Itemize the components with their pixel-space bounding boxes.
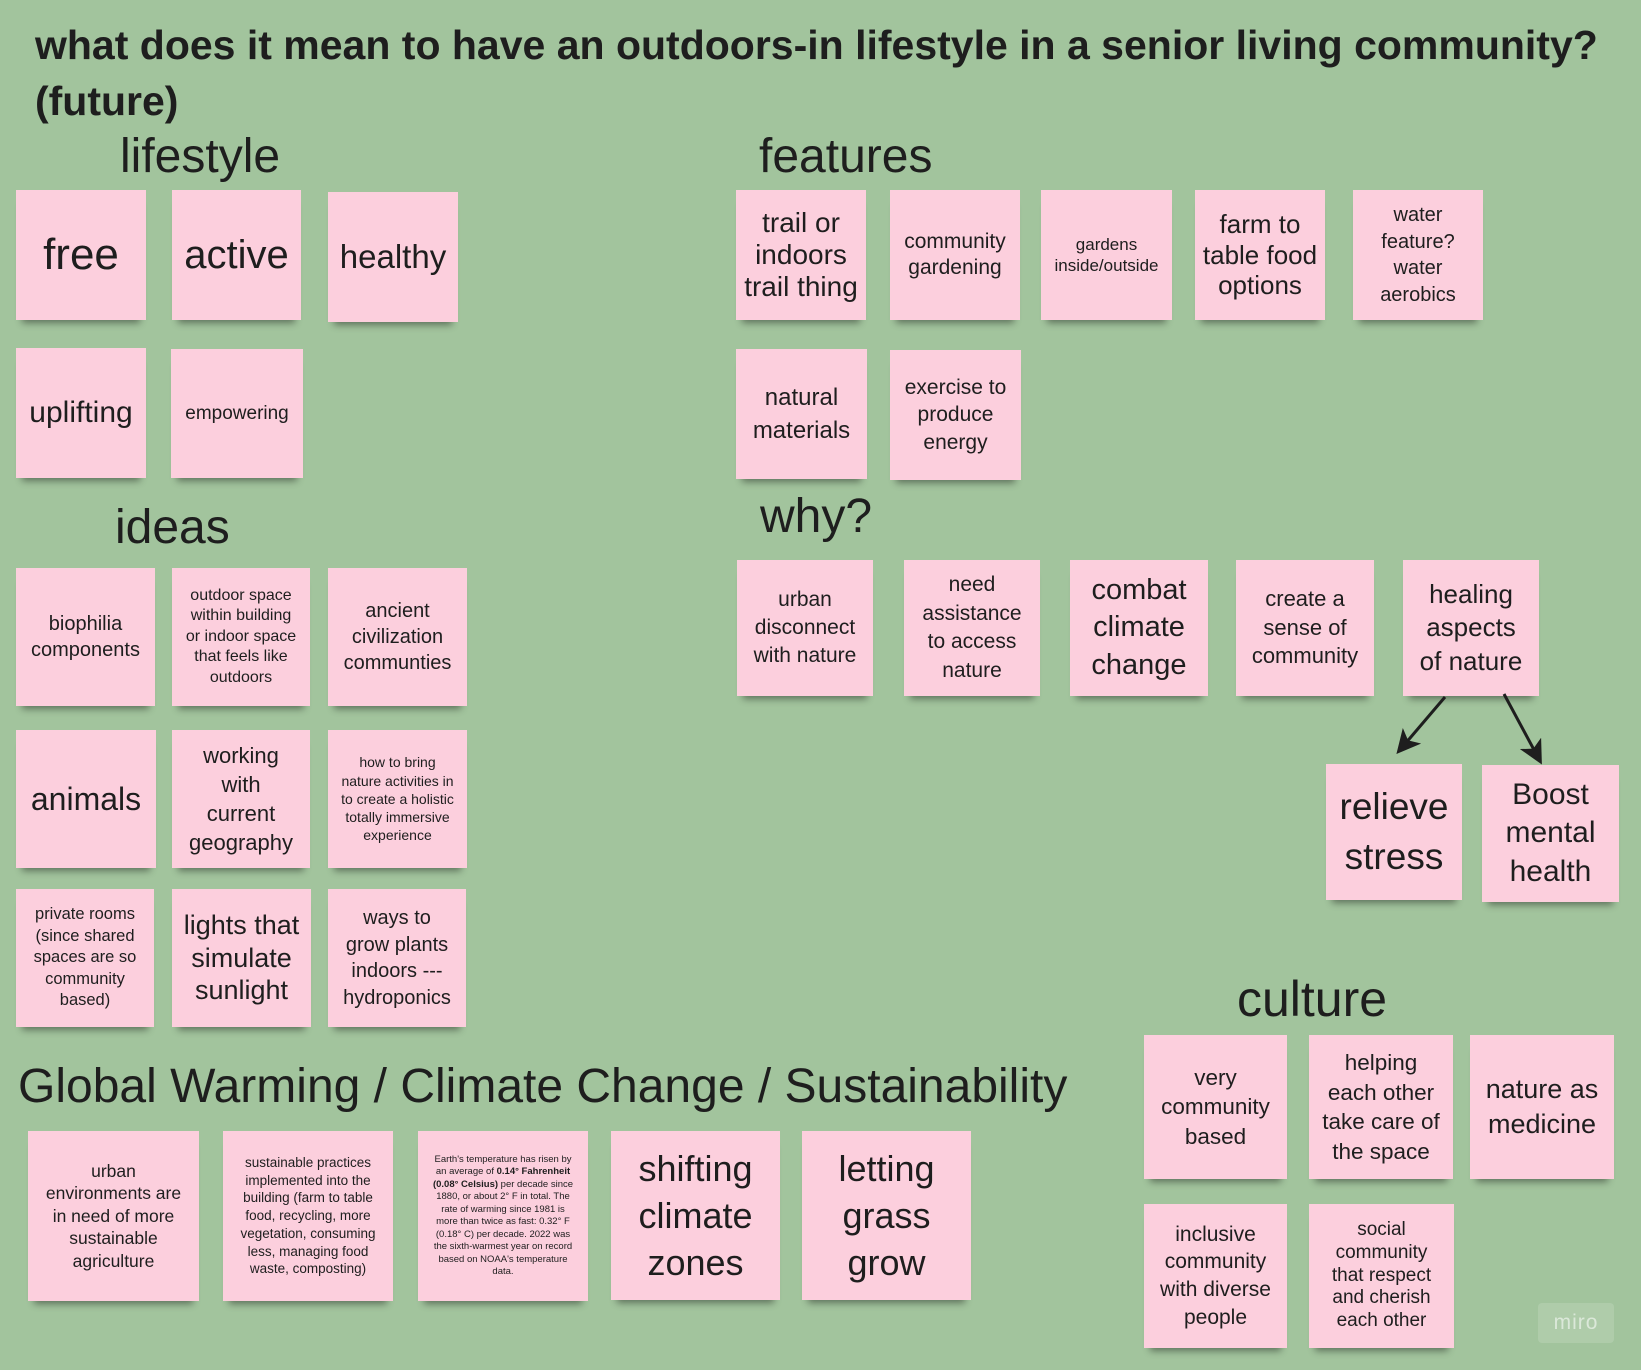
sticky-note-text: ancient civilization communties	[343, 600, 452, 674]
sticky-note-text: nature as medicine	[1485, 1073, 1599, 1140]
sticky-note-shifting-climate-zones[interactable]: shifting climate zones	[611, 1131, 780, 1300]
sticky-note-social-community[interactable]: social community that respect and cheris…	[1309, 1204, 1454, 1348]
sticky-note-text: private rooms (since shared spaces are s…	[33, 905, 137, 1010]
sticky-note-text: urban disconnect with nature	[753, 588, 857, 667]
sticky-note-boost-mental-health[interactable]: Boost mental health	[1482, 765, 1619, 902]
sticky-note-inclusive-community[interactable]: inclusive community with diverse people	[1144, 1204, 1287, 1348]
sticky-note-text: relieve stress	[1339, 786, 1449, 877]
sticky-note-text: need assistance to access nature	[922, 573, 1022, 682]
sticky-note-text: healthy	[339, 238, 447, 275]
sticky-note-text: water feature? water aerobics	[1380, 204, 1456, 306]
sticky-note-text: empowering	[185, 403, 289, 424]
sticky-note-text: urban environments are in need of more s…	[45, 1160, 182, 1271]
sticky-note-text: create a sense of community	[1251, 586, 1359, 669]
sticky-note-text: Earth's temperature has risen by an aver…	[424, 1154, 582, 1279]
sticky-note-text: uplifting	[29, 396, 133, 429]
sticky-note-text: combat climate change	[1091, 573, 1187, 681]
miro-logo: miro	[1538, 1303, 1614, 1343]
sticky-note-outdoor-space[interactable]: outdoor space within building or indoor …	[172, 568, 310, 706]
sticky-note-private-rooms[interactable]: private rooms (since shared spaces are s…	[16, 889, 154, 1027]
sticky-note-text: trail or indoors trail thing	[744, 207, 858, 302]
sticky-note-gardens[interactable]: gardens inside/outside	[1041, 190, 1172, 320]
sticky-note-exercise-energy[interactable]: exercise to produce energy	[890, 350, 1021, 480]
sticky-note-access-nature[interactable]: need assistance to access nature	[904, 560, 1040, 696]
sticky-note-uplifting[interactable]: uplifting	[16, 348, 146, 478]
heading-ideas[interactable]: ideas	[115, 501, 230, 554]
sticky-note-simulated-sunlight[interactable]: lights that simulate sunlight	[172, 889, 311, 1027]
sticky-note-text: outdoor space within building or indoor …	[185, 586, 297, 686]
sticky-note-empowering[interactable]: empowering	[171, 349, 303, 478]
sticky-note-letting-grass-grow[interactable]: letting grass grow	[802, 1131, 971, 1300]
sticky-note-sustainable-practices[interactable]: sustainable practices implemented into t…	[223, 1131, 393, 1301]
sticky-note-ancient-civilization[interactable]: ancient civilization communties	[328, 568, 467, 706]
sticky-note-earth-temperature[interactable]: Earth's temperature has risen by an aver…	[418, 1131, 588, 1301]
sticky-note-text: active	[184, 233, 289, 277]
sticky-note-free[interactable]: free	[16, 190, 146, 320]
sticky-note-text: biophilia components	[31, 613, 140, 661]
sticky-note-text: community gardening	[904, 229, 1006, 280]
sticky-note-text: letting grass grow	[838, 1148, 935, 1283]
connector-arrow-relieve-stress[interactable]	[1396, 696, 1447, 755]
sticky-note-community-gardening[interactable]: community gardening	[890, 190, 1020, 320]
sticky-note-text: Boost mental health	[1505, 777, 1596, 888]
sticky-note-immersive-experience[interactable]: how to bring nature activities in to cre…	[328, 730, 467, 868]
sticky-note-biophilia[interactable]: biophilia components	[16, 568, 155, 706]
temperature-text-part: per decade since 1880, or about 2° F in …	[433, 1178, 574, 1278]
sticky-note-text: natural materials	[752, 384, 851, 444]
sticky-note-current-geography[interactable]: working with current geography	[172, 730, 310, 868]
sticky-note-text: farm to table food options	[1202, 209, 1318, 301]
heading-climate[interactable]: Global Warming / Climate Change / Sustai…	[18, 1060, 1068, 1113]
heading-culture[interactable]: culture	[1237, 971, 1388, 1027]
sticky-note-text: helping each other take care of the spac…	[1322, 1050, 1440, 1164]
sticky-note-animals[interactable]: animals	[16, 730, 156, 868]
heading-features[interactable]: features	[759, 130, 933, 183]
sticky-note-text: exercise to produce energy	[904, 375, 1007, 454]
board-title[interactable]: what does it mean to have an outdoors-in…	[35, 22, 1598, 124]
sticky-note-text: very community based	[1161, 1064, 1270, 1149]
sticky-note-text: sustainable practices implemented into t…	[240, 1154, 376, 1277]
sticky-note-hydroponics[interactable]: ways to grow plants indoors --- hydropon…	[328, 889, 466, 1027]
temperature-text-part: Earth's temperature has risen by an aver…	[434, 1153, 572, 1178]
sticky-note-text: social community that respect and cheris…	[1331, 1219, 1432, 1332]
heading-lifestyle[interactable]: lifestyle	[120, 130, 281, 183]
sticky-note-farm-to-table[interactable]: farm to table food options	[1195, 190, 1325, 320]
sticky-note-text: healing aspects of nature	[1419, 578, 1523, 676]
sticky-note-healing-aspects[interactable]: healing aspects of nature	[1403, 560, 1539, 696]
sticky-note-healthy[interactable]: healthy	[328, 192, 458, 322]
sticky-note-text: lights that simulate sunlight	[183, 910, 300, 1006]
sticky-note-helping-each-other[interactable]: helping each other take care of the spac…	[1309, 1035, 1453, 1179]
sticky-note-sustainable-agriculture[interactable]: urban environments are in need of more s…	[28, 1131, 199, 1301]
sticky-note-relieve-stress[interactable]: relieve stress	[1326, 764, 1462, 900]
sticky-note-text: free	[43, 230, 119, 279]
sticky-note-sense-of-community[interactable]: create a sense of community	[1236, 560, 1374, 696]
sticky-note-text: how to bring nature activities in to cre…	[341, 754, 454, 844]
sticky-note-text: inclusive community with diverse people	[1160, 1222, 1271, 1329]
sticky-note-natural-materials[interactable]: natural materials	[736, 349, 867, 479]
sticky-note-urban-disconnect[interactable]: urban disconnect with nature	[737, 560, 873, 696]
sticky-note-text: shifting climate zones	[638, 1148, 753, 1283]
heading-why[interactable]: why?	[760, 490, 873, 543]
sticky-note-nature-as-medicine[interactable]: nature as medicine	[1470, 1035, 1614, 1179]
sticky-note-trail[interactable]: trail or indoors trail thing	[736, 190, 866, 320]
sticky-note-water-feature[interactable]: water feature? water aerobics	[1353, 190, 1483, 320]
sticky-note-text: working with current geography	[189, 743, 293, 855]
sticky-note-text: ways to grow plants indoors --- hydropon…	[343, 907, 451, 1009]
sticky-note-combat-climate-change[interactable]: combat climate change	[1070, 560, 1208, 696]
sticky-note-text: gardens inside/outside	[1054, 235, 1159, 275]
sticky-note-community-based[interactable]: very community based	[1144, 1035, 1287, 1179]
temperature-bold-part: 0.14° Fahrenheit (0.08° Celsius)	[432, 1166, 571, 1190]
connector-arrow-boost-mental-health[interactable]	[1502, 693, 1542, 765]
sticky-note-active[interactable]: active	[172, 190, 301, 320]
sticky-note-text: animals	[30, 781, 142, 817]
